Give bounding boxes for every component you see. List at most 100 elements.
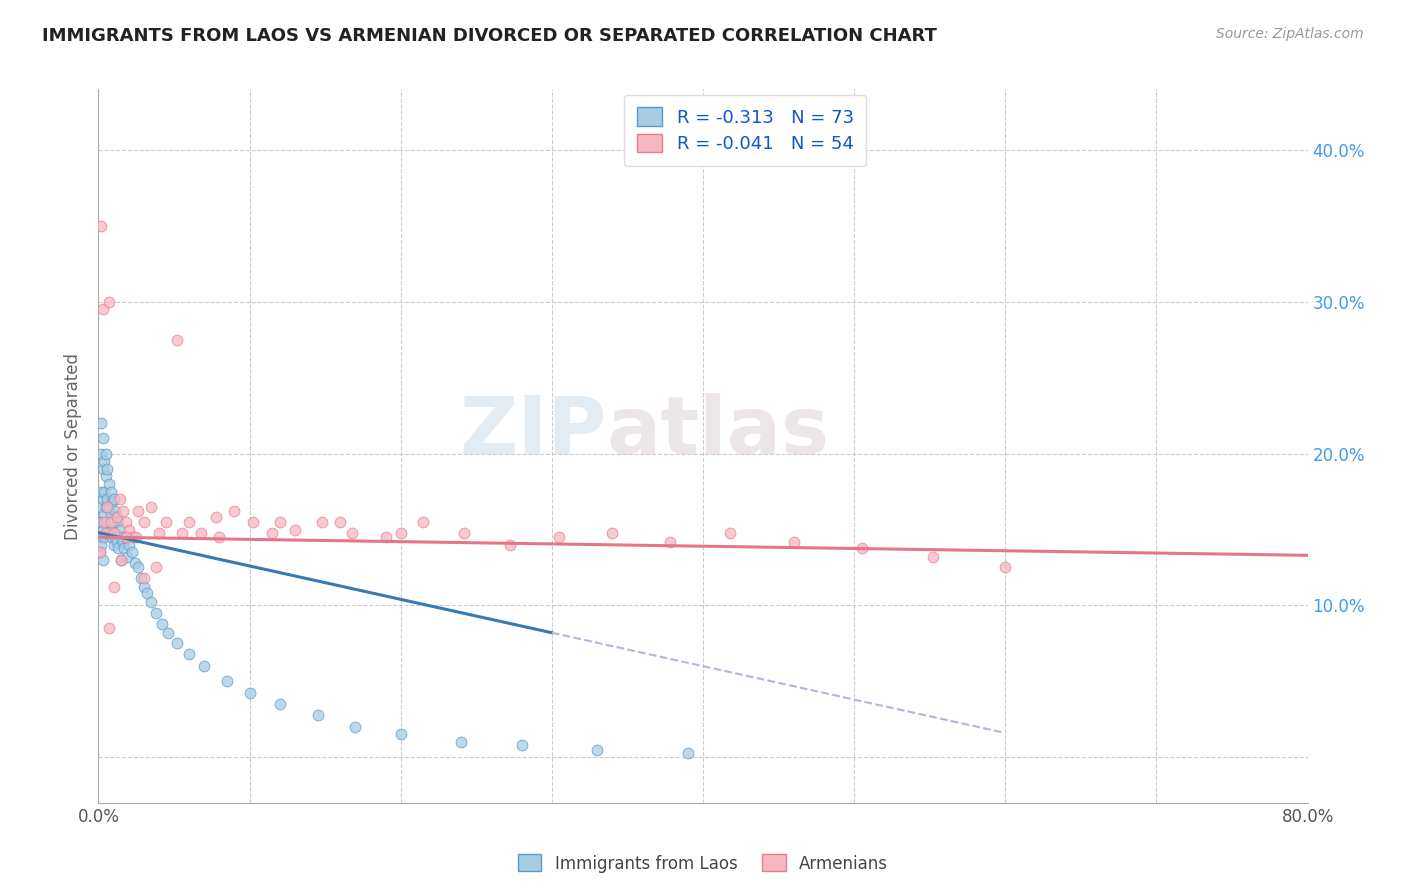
Point [132, 515, 155, 529]
Point [145, 606, 167, 620]
Point [307, 707, 329, 722]
Point [166, 333, 188, 347]
Point [269, 697, 291, 711]
Point [100, 484, 122, 499]
Point [89, 530, 111, 544]
Point [98, 525, 121, 540]
Point [127, 504, 149, 518]
Point [94, 500, 117, 514]
Point [208, 530, 231, 544]
Point [98, 477, 121, 491]
Point [242, 515, 264, 529]
Point [783, 534, 806, 549]
Point [114, 530, 136, 544]
Point [98, 500, 121, 514]
Point [98, 621, 121, 635]
Point [96, 492, 118, 507]
Point [90, 484, 112, 499]
Point [135, 586, 157, 600]
Point [91, 431, 114, 445]
Point [150, 616, 173, 631]
Point [105, 510, 128, 524]
Point [412, 515, 434, 529]
Text: atlas: atlas [606, 392, 830, 471]
Text: Source: ZipAtlas.com: Source: ZipAtlas.com [1216, 27, 1364, 41]
Point [224, 504, 246, 518]
Point [127, 560, 149, 574]
Point [98, 294, 121, 309]
Point [90, 219, 112, 233]
Point [103, 538, 125, 552]
Point [89, 545, 111, 559]
Point [239, 686, 262, 700]
Point [103, 525, 125, 540]
Point [89, 500, 111, 514]
Point [103, 492, 125, 507]
Point [676, 746, 699, 760]
Y-axis label: Divorced or Separated: Divorced or Separated [65, 352, 83, 540]
Point [166, 636, 188, 650]
Point [89, 515, 111, 529]
Point [93, 454, 115, 468]
Point [110, 553, 132, 567]
Point [93, 530, 115, 544]
Point [658, 534, 681, 549]
Point [114, 515, 136, 529]
Point [190, 525, 212, 540]
Point [374, 530, 396, 544]
Point [105, 534, 128, 549]
Point [124, 556, 146, 570]
Point [141, 500, 163, 514]
Point [93, 515, 115, 529]
Point [155, 515, 177, 529]
Point [179, 647, 201, 661]
Point [111, 504, 134, 518]
Point [498, 538, 520, 552]
Point [141, 595, 163, 609]
Point [104, 504, 127, 518]
Point [114, 530, 136, 544]
Point [994, 560, 1017, 574]
Point [111, 534, 134, 549]
Point [205, 510, 228, 524]
Point [450, 735, 472, 749]
Point [342, 525, 364, 540]
Point [94, 469, 117, 483]
Point [311, 515, 333, 529]
Point [262, 525, 284, 540]
Point [90, 515, 112, 529]
Point [129, 571, 152, 585]
Point [107, 541, 129, 555]
Point [90, 538, 112, 552]
Point [851, 541, 873, 555]
Point [107, 515, 129, 529]
Point [548, 530, 571, 544]
Point [132, 571, 155, 585]
Point [96, 462, 118, 476]
Point [100, 515, 122, 529]
Point [104, 530, 127, 544]
Point [93, 484, 115, 499]
Point [91, 553, 114, 567]
Point [103, 580, 125, 594]
Point [122, 530, 145, 544]
Point [110, 553, 132, 567]
Point [115, 549, 138, 564]
Point [170, 525, 193, 540]
Point [112, 541, 135, 555]
Point [118, 538, 141, 552]
Point [132, 580, 155, 594]
Point [193, 659, 215, 673]
Point [96, 515, 118, 529]
Point [105, 510, 128, 524]
Point [96, 500, 118, 514]
Point [94, 525, 117, 540]
Point [94, 525, 117, 540]
Point [93, 508, 115, 522]
Point [101, 523, 124, 537]
Text: IMMIGRANTS FROM LAOS VS ARMENIAN DIVORCED OR SEPARATED CORRELATION CHART: IMMIGRANTS FROM LAOS VS ARMENIAN DIVORCE… [42, 27, 936, 45]
Point [344, 720, 367, 734]
Point [101, 495, 124, 509]
Point [329, 515, 352, 529]
Point [91, 523, 114, 537]
